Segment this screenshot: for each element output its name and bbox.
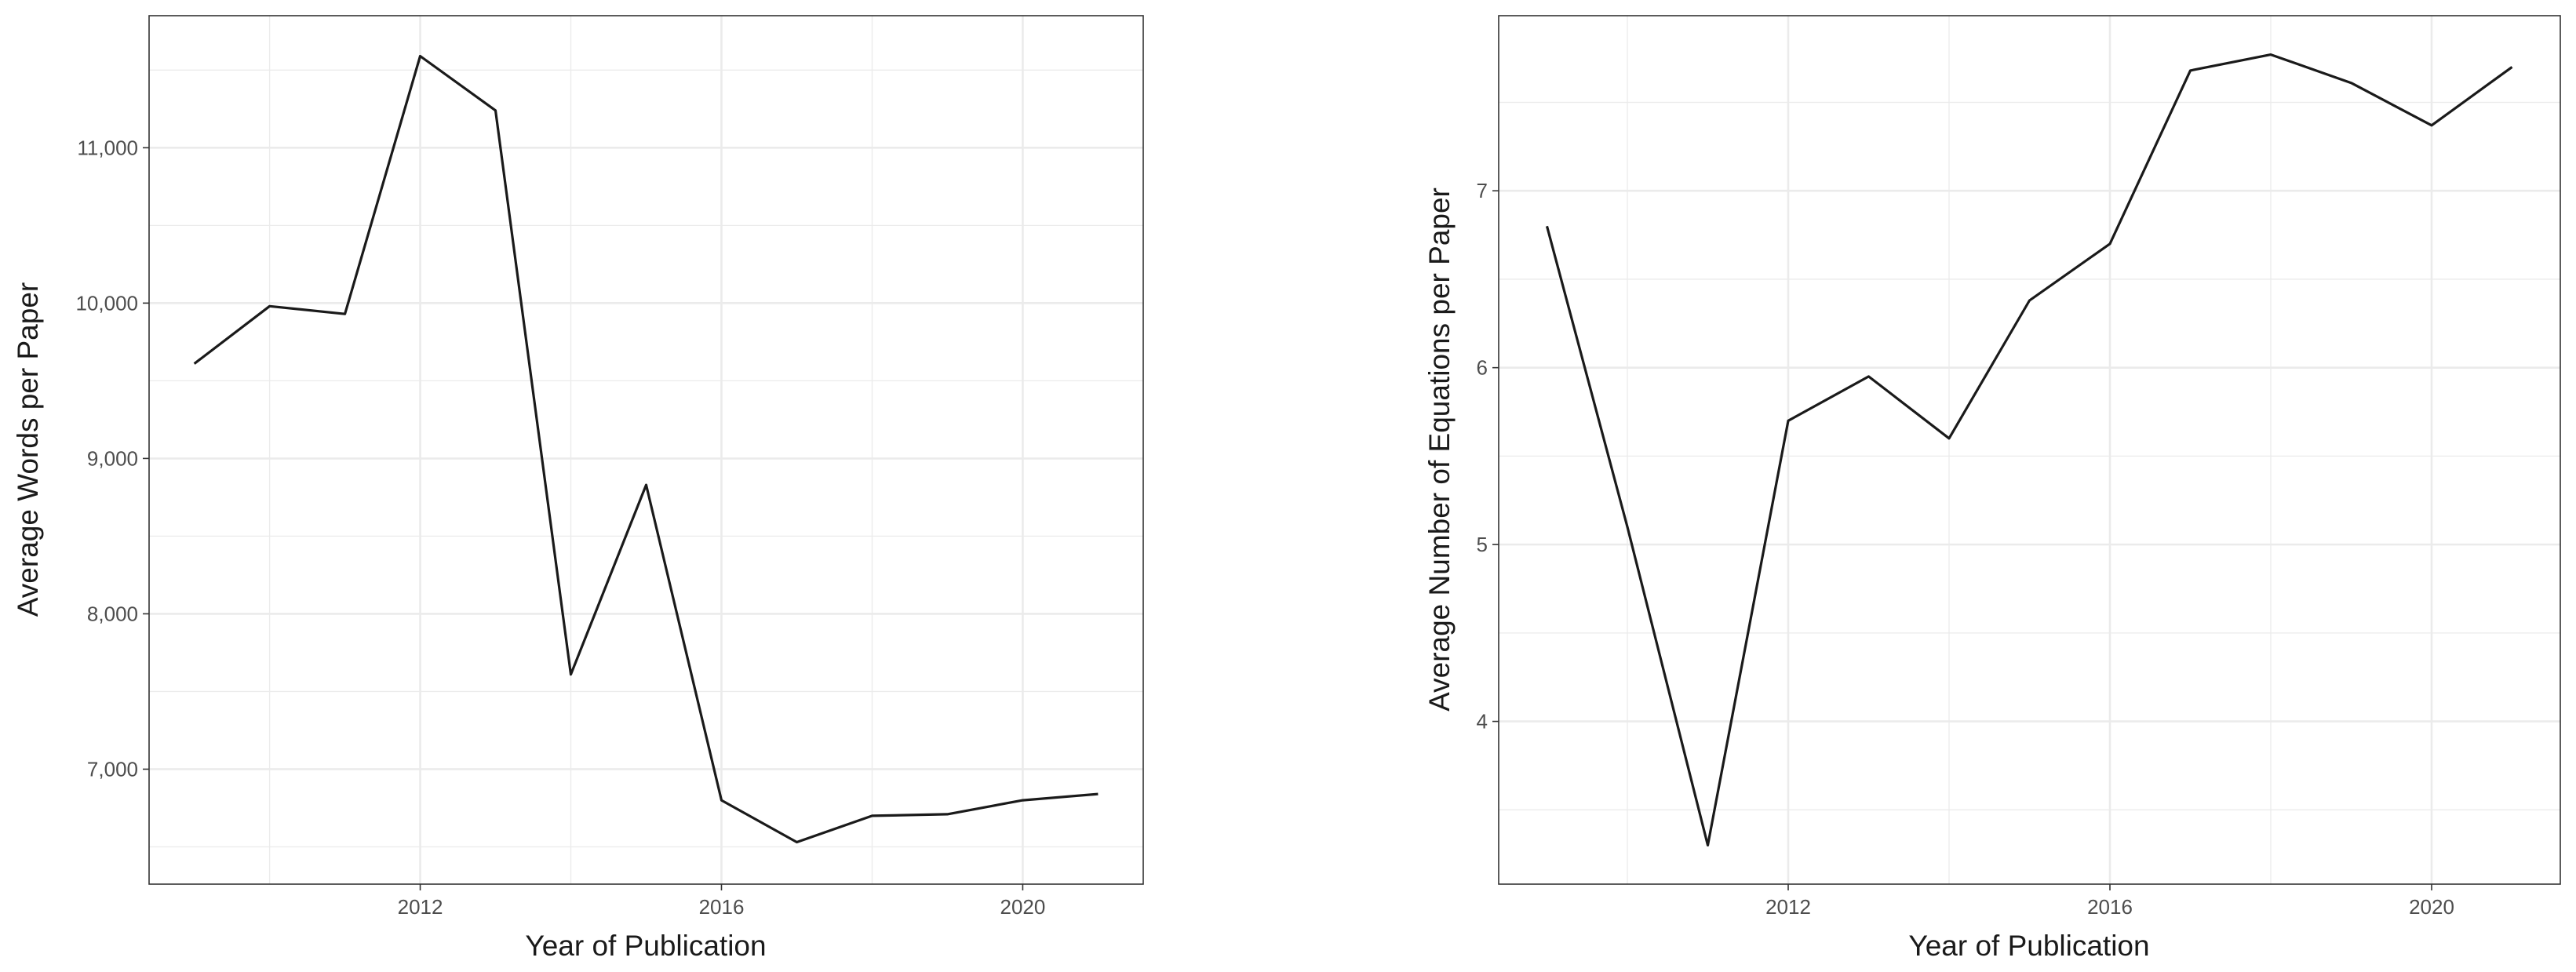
panel-border	[1498, 15, 2561, 885]
x-axis-ticks: 2012 2016 2020	[398, 884, 1046, 919]
y-tick-label: 11,000	[77, 136, 138, 159]
words-per-paper-chart: 7,000 8,000 9,000 10,000 11,000 2012 2016 2020…	[0, 0, 1287, 968]
x-tick-label: 2020	[1000, 895, 1046, 919]
y-axis-ticks: 4 5 6 7	[1477, 179, 1499, 734]
x-axis-ticks: 2012 2016 2020	[1765, 884, 2454, 919]
y-axis-ticks: 7,000 8,000 9,000 10,000 11,000	[75, 136, 149, 781]
series-line	[1545, 53, 2513, 846]
y-axis-title: Average Words per Paper	[12, 282, 44, 617]
y-axis-title: Average Number of Equations per Paper	[1423, 187, 1456, 712]
y-tick-label: 5	[1477, 533, 1488, 556]
x-tick-label: 2016	[2087, 895, 2133, 919]
minor-grid	[149, 16, 1143, 884]
equations-per-paper-chart-svg: 4 5 6 7 2012 2016 2020 Year of Publication Av…	[1423, 15, 2561, 962]
series-line	[193, 54, 1099, 844]
x-tick-label: 2016	[699, 895, 745, 919]
x-tick-label: 2012	[398, 895, 443, 919]
y-tick-label: 9,000	[87, 446, 138, 470]
y-tick-label: 4	[1477, 710, 1488, 734]
y-tick-label: 10,000	[75, 291, 138, 315]
x-tick-label: 2020	[2409, 895, 2454, 919]
x-tick-label: 2012	[1765, 895, 1811, 919]
y-tick-label: 8,000	[87, 602, 138, 625]
minor-grid	[1499, 16, 2560, 884]
x-axis-title: Year of Publication	[1908, 930, 2149, 962]
y-tick-label: 6	[1477, 356, 1488, 380]
y-tick-label: 7	[1477, 179, 1488, 202]
y-tick-label: 7,000	[87, 757, 138, 781]
major-grid	[149, 16, 1143, 884]
panel-background	[149, 16, 1143, 884]
panel-background	[1499, 16, 2560, 884]
equations-per-paper-chart: 4 5 6 7 2012 2016 2020 Year of Publication Av…	[1412, 0, 2576, 968]
x-axis-title: Year of Publication	[525, 930, 766, 962]
major-grid	[1499, 16, 2560, 884]
words-per-paper-chart-svg: 7,000 8,000 9,000 10,000 11,000 2012 2016 2020…	[12, 15, 1144, 962]
panel-border	[148, 15, 1144, 885]
